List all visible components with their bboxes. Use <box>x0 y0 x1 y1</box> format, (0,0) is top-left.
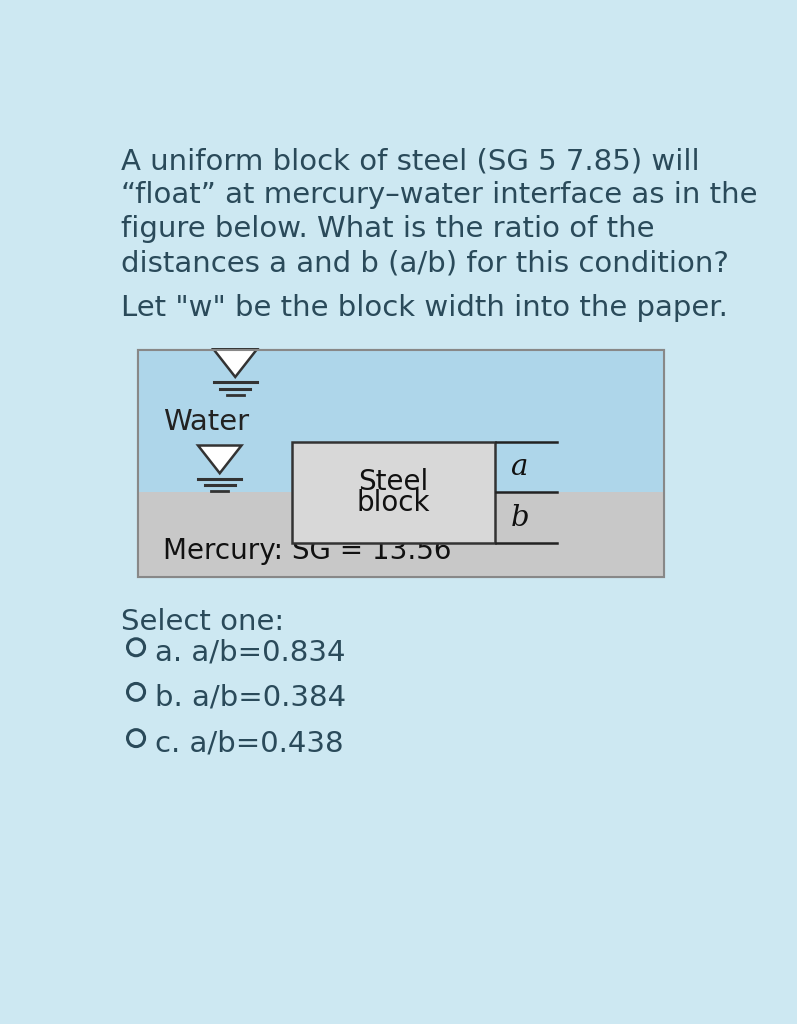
Text: Mercury: SG = 13.56: Mercury: SG = 13.56 <box>163 538 452 565</box>
Text: a. a/b=0.834: a. a/b=0.834 <box>155 639 346 667</box>
Text: b: b <box>510 504 529 531</box>
Text: b. a/b=0.384: b. a/b=0.384 <box>155 683 347 712</box>
Text: c. a/b=0.438: c. a/b=0.438 <box>155 730 344 758</box>
Text: a: a <box>510 454 528 481</box>
Text: Steel: Steel <box>358 468 429 496</box>
Bar <box>139 493 664 578</box>
Bar <box>139 350 664 578</box>
Bar <box>139 350 664 578</box>
Text: A uniform block of steel (SG 5 7.85) will: A uniform block of steel (SG 5 7.85) wil… <box>121 147 700 175</box>
Text: Let "w" be the block width into the paper.: Let "w" be the block width into the pape… <box>121 294 728 322</box>
Text: Select one:: Select one: <box>121 608 285 636</box>
Text: Water: Water <box>163 408 249 436</box>
Text: “float” at mercury–water interface as in the: “float” at mercury–water interface as in… <box>121 181 758 209</box>
Polygon shape <box>214 349 257 377</box>
Bar <box>292 442 495 543</box>
Polygon shape <box>198 445 241 473</box>
Text: distances a and b (a/b) for this condition?: distances a and b (a/b) for this conditi… <box>121 249 729 278</box>
Text: figure below. What is the ratio of the: figure below. What is the ratio of the <box>121 215 655 244</box>
Bar <box>139 350 664 493</box>
Text: block: block <box>356 489 430 517</box>
